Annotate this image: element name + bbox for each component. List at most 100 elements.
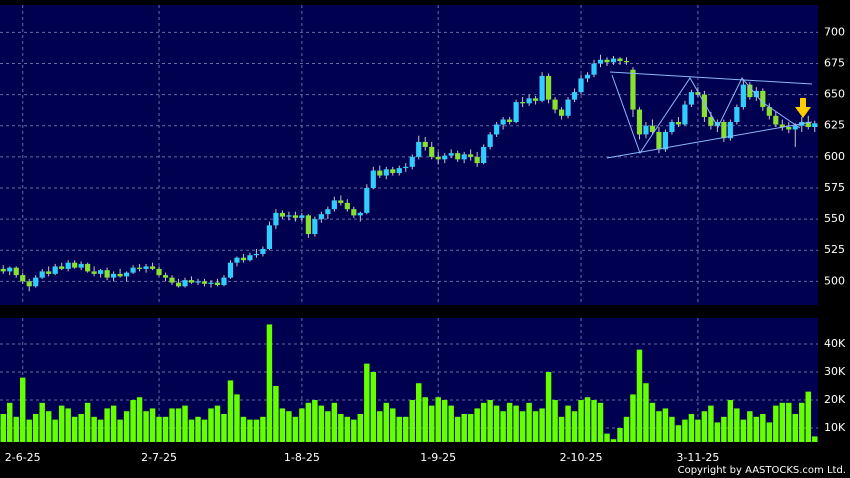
candle-body (162, 275, 169, 278)
volume-bar (558, 416, 565, 442)
volume-bar (409, 400, 415, 442)
volume-bar (188, 419, 195, 442)
volume-bar (416, 383, 422, 442)
candle-body (331, 200, 337, 210)
volume-bar (26, 419, 32, 442)
candle-body (299, 215, 305, 218)
candle-body (539, 75, 545, 101)
candle-body (578, 78, 584, 93)
candle-body (779, 124, 785, 127)
volume-bar (539, 408, 545, 442)
candle-body (649, 125, 656, 132)
volume-bar (208, 408, 214, 442)
volume-bar (630, 394, 636, 442)
volume-bar (773, 405, 779, 442)
volume-bar (325, 411, 331, 442)
candle-body (494, 124, 500, 135)
candle-body (260, 248, 266, 254)
candle-body (766, 107, 772, 116)
volume-bar (454, 416, 461, 442)
volume-bar (604, 433, 610, 442)
volume-bar (136, 397, 143, 442)
y-tick-label: 525 (824, 243, 845, 256)
volume-bar (636, 349, 643, 442)
volume-panel (0, 318, 818, 442)
candle-body (520, 102, 526, 104)
candle-body (403, 166, 409, 169)
candle-body (708, 117, 714, 126)
candle-body (136, 267, 143, 269)
candle-body (208, 282, 214, 284)
arrow-shaft (800, 98, 806, 108)
volume-bar (91, 416, 97, 442)
volume-bar (377, 411, 383, 442)
volume-bar (513, 405, 519, 442)
volume-bar (610, 439, 617, 442)
volume-bar (312, 400, 318, 442)
arrow (795, 98, 811, 118)
x-tick-label: 2-6-25 (5, 451, 41, 464)
volume-bar (227, 380, 234, 442)
candle-body (714, 122, 720, 126)
volume-tick-label: 10K (824, 421, 846, 434)
volume-bar (201, 419, 208, 442)
volume-bar (175, 408, 182, 442)
y-tick-label: 650 (824, 88, 845, 101)
candle-body (33, 277, 39, 287)
volume-bar (253, 419, 260, 442)
volume-bar (760, 414, 766, 442)
candle-body (214, 282, 221, 286)
candle-body (760, 90, 766, 108)
volume-bar (234, 394, 240, 442)
candle-body (85, 263, 91, 272)
candle-body (364, 187, 370, 213)
volume-bar (266, 324, 273, 442)
volume-bar (123, 411, 130, 442)
volume-bar (286, 411, 292, 442)
candle-body (734, 107, 740, 123)
candle-body (149, 266, 156, 269)
volume-bar (214, 405, 221, 442)
volume-tick-label: 20K (824, 393, 846, 406)
volume-bar (799, 402, 805, 442)
volume-bar (0, 414, 6, 442)
volume-bar (734, 408, 740, 442)
volume-bar (480, 402, 487, 442)
x-tick-label: 2-10-25 (560, 451, 603, 464)
candle-body (169, 277, 175, 283)
candle-body (532, 98, 539, 101)
candle-body (227, 262, 234, 278)
y-tick-label: 500 (824, 274, 845, 287)
candle-body (701, 94, 707, 118)
volume-bar (162, 416, 169, 442)
annotation-lines (606, 71, 813, 159)
volume-bar (688, 414, 695, 442)
candle-body (65, 262, 71, 269)
volume-bar (71, 416, 78, 442)
volume-tick-label: 40K (824, 337, 846, 350)
candle-body (461, 154, 467, 160)
candle-body (597, 59, 604, 64)
candle-body (552, 99, 558, 110)
y-tick-label: 700 (824, 25, 845, 38)
candle-body (370, 170, 376, 188)
marks-layer (0, 54, 818, 442)
candle-body (812, 123, 818, 127)
volume-bar (552, 400, 558, 442)
volume-bar (104, 408, 110, 442)
volume-bar (727, 400, 734, 442)
volume-bar (195, 416, 201, 442)
candle-body (39, 271, 45, 278)
volume-bar (45, 411, 52, 442)
volume-bar (422, 397, 428, 442)
candle-body (279, 212, 286, 217)
candle-body (747, 84, 753, 98)
candle-body (175, 282, 182, 287)
volume-bar (643, 383, 649, 442)
candle-body (253, 253, 260, 256)
candle-body (72, 262, 78, 268)
volume-bar (591, 400, 597, 442)
candle-body (143, 266, 149, 269)
volume-bar (701, 411, 708, 442)
candle-body (318, 214, 324, 220)
